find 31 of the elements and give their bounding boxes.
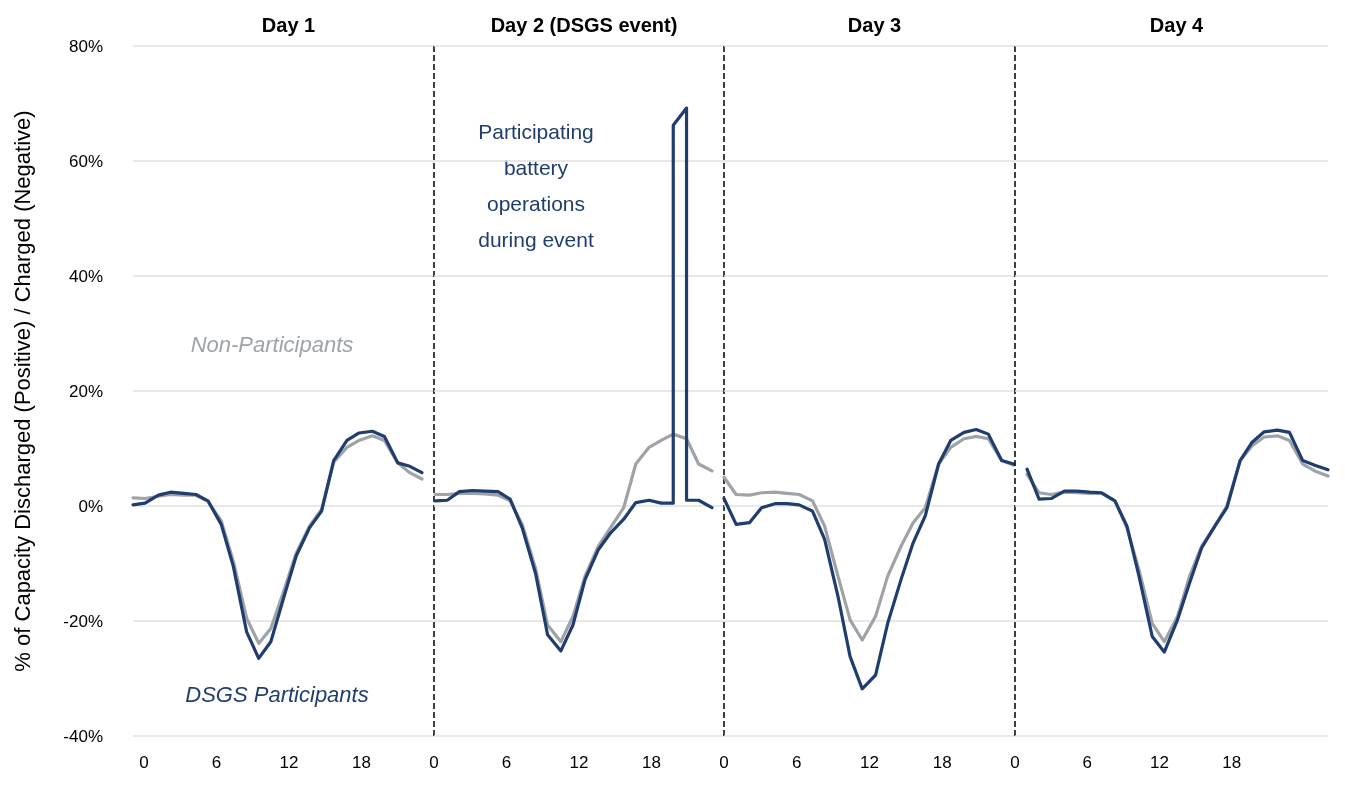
y-tick-label: 80% (68, 36, 103, 56)
x-tick-label: 0 (1010, 753, 1020, 772)
x-tick-label: 12 (569, 753, 589, 772)
annotation: Non-Participants (190, 331, 354, 357)
x-tick-label: 0 (139, 753, 149, 772)
y-tick-label: -40% (63, 726, 103, 746)
x-tick-label: 0 (719, 753, 729, 772)
chart-title: Day 1 (261, 14, 316, 36)
chart-title: Day 2 (DSGS event) (490, 14, 678, 36)
x-tick-label: 12 (279, 753, 299, 772)
x-tick-label: 18 (1222, 753, 1242, 772)
annotation: DSGS Participants (185, 681, 369, 707)
y-tick-label: 20% (68, 381, 103, 401)
x-tick-label: 6 (501, 753, 512, 772)
y-tick-label: 0% (78, 496, 103, 516)
annotation: Participating battery operations during event (478, 119, 594, 251)
x-tick-label: 6 (792, 753, 802, 772)
y-tick-label: 60% (68, 151, 103, 171)
x-tick-label: 12 (860, 753, 879, 772)
y-tick-label: -20% (63, 611, 103, 631)
x-tick-label: 6 (211, 753, 222, 772)
chart-title: Day 3 (847, 14, 902, 36)
x-tick-label: 6 (1082, 753, 1092, 772)
x-tick-label: 12 (1150, 753, 1169, 772)
chart-title: Day 4 (1149, 14, 1205, 36)
x-tick-label: 18 (352, 753, 371, 772)
y-tick-label: 40% (68, 266, 103, 286)
x-tick-label: 18 (642, 753, 661, 772)
x-tick-label: 18 (932, 753, 952, 772)
y-axis-title: % of Capacity Discharged (Positive) / Charged (Negative) (9, 110, 35, 672)
x-tick-label: 0 (429, 753, 439, 772)
